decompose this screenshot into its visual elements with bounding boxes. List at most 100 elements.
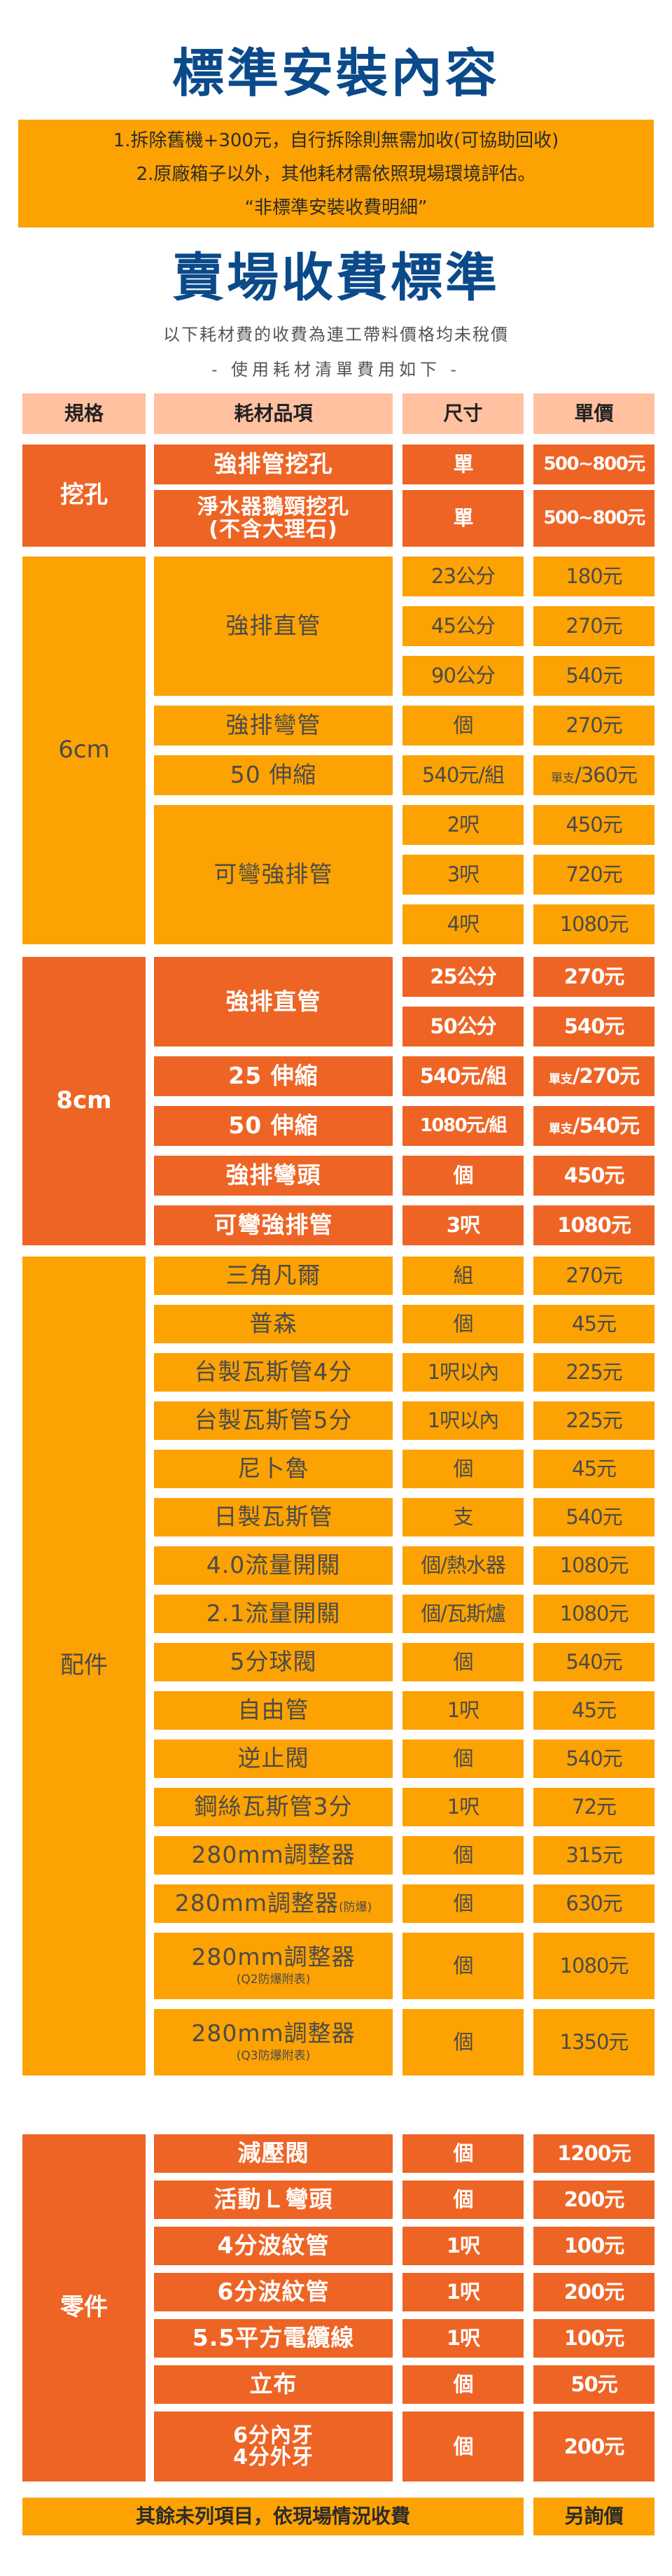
size-cell: 1呎	[402, 1788, 524, 1826]
item-name-line2: (不含大理石)	[209, 517, 338, 542]
price-value: 540元	[566, 664, 622, 688]
price-wrap: 540元	[566, 1651, 622, 1672]
item-name-wrap: 尼卜魯	[237, 1455, 309, 1483]
size-value: 個	[453, 1891, 473, 1916]
size-value: 組	[453, 1264, 473, 1288]
item-name-wrap: 4分波紋管	[218, 2233, 330, 2258]
size-cell: 個	[402, 2412, 524, 2482]
price-value: 500~800元	[543, 507, 645, 528]
size-value: 540元/組	[421, 763, 505, 788]
price-wrap: 315元	[566, 1844, 622, 1865]
install-note: 1.拆除舊機+300元，自行拆除則無需加收(可協助回收)	[113, 130, 559, 151]
price-cell: 540元	[533, 1643, 654, 1681]
item-name: 台製瓦斯管4分	[194, 1358, 353, 1386]
price-value: 1080元	[559, 912, 629, 937]
price-cell: 200元	[533, 2180, 654, 2219]
item-name-cell: 50 伸縮	[154, 755, 393, 795]
item-name-wrap: 50 伸縮	[230, 762, 316, 788]
item-name-wrap: 強排直管	[226, 613, 321, 638]
item-name: 可彎強排管	[214, 1211, 333, 1239]
item-name-wrap: 25 伸縮	[228, 1063, 318, 1088]
price-value: 315元	[566, 1843, 622, 1868]
item-name-cell: 強排彎管	[154, 706, 393, 746]
size-cell: 個	[402, 1884, 524, 1923]
size-value: 2呎	[447, 813, 479, 837]
price-cell: 630元	[533, 1884, 654, 1923]
price-value: 1350元	[559, 2030, 629, 2054]
column-header-label: 耗材品項	[234, 402, 313, 426]
price-wrap: 270元	[566, 1265, 622, 1286]
item-name-cell: 強排彎頭	[154, 1156, 393, 1196]
price-wrap: 500~800元	[543, 453, 645, 475]
item-name-cell: 280mm調整器 (Q3防爆附表)	[154, 2009, 393, 2076]
item-name-cell: 強排直管	[154, 957, 393, 1046]
price-cell: 單支/540元	[533, 1106, 654, 1146]
item-name: 280mm調整器	[191, 2019, 356, 2047]
item-name-cell: 50 伸縮	[154, 1106, 393, 1146]
price-wrap: 45元	[572, 1457, 617, 1481]
price-value: 200元	[564, 2188, 625, 2212]
item-name-wrap: 4.0流量開關	[206, 1553, 340, 1578]
item-name-cell: 尼卜魯	[154, 1450, 393, 1488]
size-cell: 個	[402, 1450, 524, 1488]
size-cell: 540元/組	[402, 1056, 524, 1096]
price-cell: 50元	[533, 2365, 654, 2404]
item-name-sub: (Q2防爆附表)	[236, 1972, 311, 1987]
price-value: 1200元	[557, 2141, 631, 2166]
size-cell: 25公分	[402, 957, 524, 997]
price-value: 270元	[566, 1264, 622, 1288]
price-value: 500~800元	[543, 453, 645, 475]
size-cell: 23公分	[402, 556, 524, 596]
item-name: 尼卜魯	[237, 1455, 309, 1483]
fees-subtitle: 以下耗材費的收費為連工帶料價格均未稅價	[163, 325, 509, 344]
item-name-wrap: 280mm調整器	[191, 2019, 356, 2047]
price-cell: 450元	[533, 1156, 654, 1196]
item-name-cell: 鋼絲瓦斯管3分	[154, 1788, 393, 1826]
item-name-wrap: 可彎強排管	[214, 1211, 333, 1239]
price-cell: 200元	[533, 2412, 654, 2482]
size-cell: 1080元/組	[402, 1106, 524, 1146]
size-value: 4呎	[447, 912, 479, 937]
size-value: 個	[453, 1954, 473, 1978]
price-cell: 270元	[533, 606, 654, 646]
item-name-wrap: 280mm調整器(防爆)	[175, 1891, 372, 1916]
price-wrap: 180元	[566, 566, 622, 587]
price-wrap: 45元	[572, 1313, 617, 1334]
price-cell: 100元	[533, 2227, 654, 2265]
size-value: 1呎	[447, 1795, 479, 1819]
price-value: 1080元	[559, 1954, 629, 1978]
install-title: 標準安裝內容	[172, 43, 500, 104]
price-cell: 72元	[533, 1788, 654, 1826]
column-header: 單價	[533, 393, 654, 434]
item-name-cell: 280mm調整器	[154, 1836, 393, 1875]
price-value: 270元	[564, 965, 625, 989]
price-cell: 200元	[533, 2273, 654, 2311]
price-cell: 45元	[533, 1305, 654, 1343]
price-value: 180元	[566, 564, 622, 589]
category-label: 6cm	[58, 736, 110, 764]
size-value: 單	[453, 506, 473, 531]
item-name: 強排彎管	[225, 711, 321, 739]
price-value: 450元	[564, 1163, 625, 1188]
price-value: /270元	[572, 1064, 640, 1088]
size-value: 個	[453, 1457, 473, 1481]
item-name-wrap: 6分波紋管	[218, 2279, 330, 2304]
price-value: 270元	[566, 713, 622, 738]
item-name-cell: 280mm調整器(防爆)	[154, 1884, 393, 1923]
price-value: 1080元	[559, 1553, 629, 1578]
category-cell: 6cm	[22, 556, 146, 944]
size-cell: 單	[402, 490, 524, 547]
item-name-wrap: 強排彎管	[226, 713, 321, 738]
size-cell: 個	[402, 2009, 524, 2076]
item-name-wrap: 鋼絲瓦斯管3分	[195, 1794, 353, 1819]
price-cell: 540元	[533, 656, 654, 696]
item-name-cell: 2.1流量開關	[154, 1595, 393, 1633]
price-cell: 540元	[533, 1498, 654, 1536]
price-note: 單支	[548, 1072, 573, 1087]
price-value: 225元	[566, 1408, 622, 1433]
size-value: 1呎	[447, 1698, 479, 1723]
price-wrap: 500~800元	[543, 507, 645, 528]
size-value: 個/瓦斯爐	[421, 1602, 506, 1626]
price-value: 45元	[572, 1457, 617, 1481]
size-value: 個	[453, 1163, 473, 1188]
